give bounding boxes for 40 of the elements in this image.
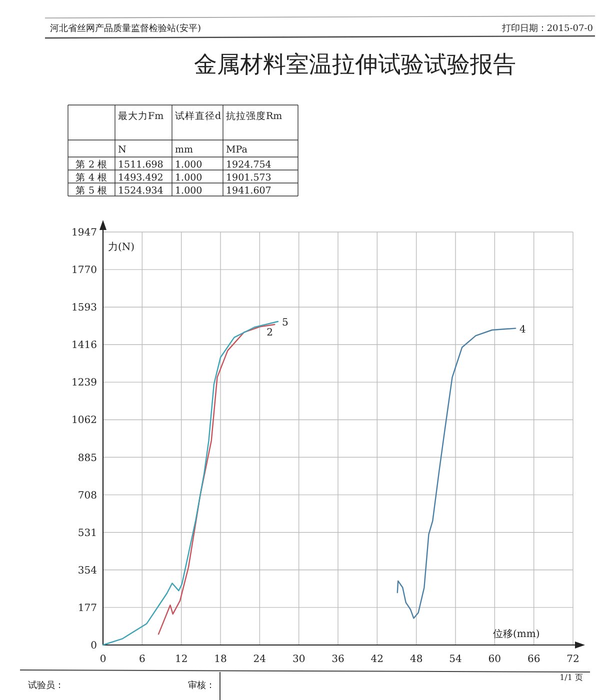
y-tick-label: 885 (78, 452, 97, 464)
y-axis-title: 力(N) (108, 241, 135, 253)
x-tick-label: 0 (100, 654, 106, 665)
series-label: 4 (520, 324, 526, 336)
y-tick-label: 0 (90, 640, 97, 652)
x-tick-label: 18 (214, 654, 227, 665)
x-tick-label: 72 (566, 654, 580, 665)
y-tick-label: 354 (78, 565, 97, 576)
x-tick-label: 24 (253, 654, 266, 665)
text: 1/1 页 (560, 673, 583, 682)
x-tick-label: 42 (370, 654, 384, 665)
table: 最大力Fm 试样直径d 抗拉强度Rm N mm MPa 第 2 根 1511.698 1.000 1924.754 第 4 根 1493.492 1.000 1901.573 第 5 根 1524.934 1.000 1941.607 (68, 104, 298, 196)
y-tick-label: 1062 (72, 415, 97, 426)
line-series (102, 320, 279, 646)
y-tick-label: 1593 (72, 302, 97, 314)
text: 河北省丝网产品质量监督检验站(安平) (50, 23, 202, 34)
x-tick-label: 30 (292, 654, 306, 665)
text: 试验员： (28, 680, 64, 691)
text: 审核： (188, 680, 215, 691)
y-tick-label: 708 (78, 490, 97, 502)
y-tick-label: 1947 (72, 228, 97, 238)
x-tick-label: 48 (410, 654, 423, 665)
series-label: 5 (282, 318, 288, 329)
x-tick-label: 36 (332, 654, 344, 665)
y-tick-label: 1239 (72, 378, 97, 389)
x-tick-label: 66 (527, 654, 540, 665)
y-tick-label: 1770 (72, 265, 97, 276)
series-label: 2 (266, 328, 274, 339)
x-tick-label: 54 (449, 654, 462, 665)
x-tick-label: 12 (174, 654, 188, 665)
text: 打印日期：2015-07-0 (500, 23, 594, 34)
line-series (158, 324, 276, 635)
x-axis-title: 位移(mm) (493, 628, 540, 640)
y-tick-label: 1416 (72, 340, 97, 352)
line-series (396, 328, 516, 619)
x-tick-label: 60 (488, 654, 502, 665)
x-tick-label: 6 (138, 654, 146, 665)
chart-title: 金属材料室温拉伸试验试验报告 (194, 52, 516, 78)
y-tick-label: 177 (78, 602, 97, 614)
y-tick-label: 531 (78, 528, 97, 539)
